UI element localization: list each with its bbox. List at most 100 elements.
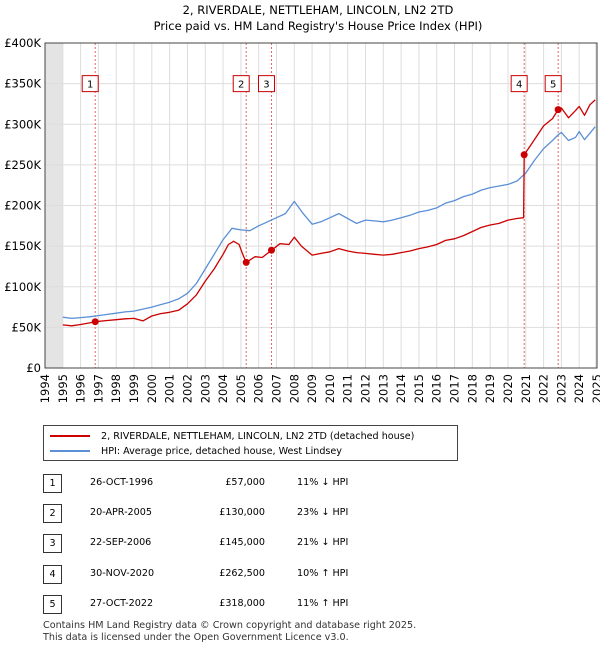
- x-tick-label: 2013: [376, 374, 390, 403]
- sale-label-box: 3: [257, 75, 275, 93]
- x-tick-label: 2002: [180, 374, 194, 403]
- sale-label-text: 5: [550, 80, 556, 91]
- table-row: 2 20-APR-2005 £130,000 23% ↓ HPI: [43, 504, 443, 524]
- sale-date: 26-OCT-1996: [90, 477, 154, 488]
- legend-label-hpi: HPI: Average price, detached house, West…: [101, 445, 342, 457]
- sale-price: £130,000: [219, 507, 265, 518]
- sale-price: £262,500: [219, 568, 265, 579]
- x-tick-label: 2000: [145, 374, 159, 403]
- y-tick-label: £100K: [4, 280, 41, 294]
- sale-label-text: 2: [238, 80, 244, 91]
- footer-attribution: Contains HM Land Registry data © Crown c…: [43, 620, 416, 643]
- x-tick-label: 2012: [359, 374, 373, 403]
- sale-number-badge: 1: [43, 474, 62, 493]
- legend: 2, RIVERDALE, NETTLEHAM, LINCOLN, LN2 2T…: [43, 425, 458, 461]
- x-tick-label: 2018: [465, 374, 479, 403]
- x-tick-label: 1995: [56, 374, 70, 403]
- x-tick-label: 2017: [448, 374, 462, 403]
- sale-label-border: [257, 75, 275, 93]
- sale-label-text: 4: [516, 80, 522, 91]
- x-tick-label: 2007: [269, 374, 283, 403]
- x-tick-label: 2020: [501, 374, 515, 403]
- sale-date: 20-APR-2005: [90, 507, 152, 518]
- sale-hpi-delta: 10% ↑ HPI: [297, 568, 349, 579]
- x-tick-label: 2008: [287, 374, 301, 403]
- y-tick-label: £250K: [4, 158, 41, 172]
- legend-item-hpi: HPI: Average price, detached house, West…: [50, 444, 342, 458]
- sale-label-box: 2: [232, 75, 250, 93]
- x-tick-label: 2014: [394, 374, 408, 403]
- sale-date: 30-NOV-2020: [90, 568, 155, 579]
- x-tick-label: 2010: [323, 374, 337, 403]
- sale-label-border: [81, 75, 99, 93]
- x-tick-label: 2024: [572, 374, 586, 403]
- sale-date: 22-SEP-2006: [90, 537, 152, 548]
- table-row: 4 30-NOV-2020 £262,500 10% ↑ HPI: [43, 565, 443, 585]
- sale-point: [554, 106, 562, 114]
- hpi-series-line: [62, 126, 596, 320]
- sale-label-box: 4: [510, 75, 528, 93]
- sale-point: [242, 258, 250, 266]
- chart-subtitle: Price paid vs. HM Land Registry's House …: [154, 19, 483, 33]
- y-tick-label: £0: [26, 361, 41, 375]
- x-tick-label: 2005: [234, 374, 248, 403]
- sale-label-text: 3: [263, 80, 269, 91]
- x-tick-label: 2011: [341, 374, 355, 403]
- legend-swatch-hpi: [50, 450, 90, 452]
- x-tick-label: 1999: [127, 374, 141, 403]
- sale-point: [267, 246, 275, 254]
- sale-number-badge: 5: [43, 595, 62, 614]
- y-tick-label: £400K: [4, 36, 41, 50]
- x-tick-label: 2009: [305, 374, 319, 403]
- sale-hpi-delta: 11% ↓ HPI: [297, 477, 349, 488]
- y-tick-label: £150K: [4, 239, 41, 253]
- sale-point: [520, 151, 528, 159]
- y-tick-label: £200K: [4, 199, 41, 213]
- x-tick-label: 1994: [38, 374, 52, 403]
- x-tick-label: 1997: [91, 374, 105, 403]
- property-series-line: [62, 99, 596, 327]
- footer-licence: This data is licensed under the Open Gov…: [43, 631, 349, 643]
- x-tick-label: 2001: [163, 374, 177, 403]
- sale-point: [91, 318, 99, 326]
- chart-title: 2, RIVERDALE, NETTLEHAM, LINCOLN, LN2 2T…: [183, 3, 454, 17]
- y-tick-label: £300K: [4, 117, 41, 131]
- sale-hpi-delta: 21% ↓ HPI: [297, 537, 349, 548]
- x-tick-label: 2025: [590, 374, 600, 403]
- footer-copyright: Contains HM Land Registry data © Crown c…: [43, 620, 417, 631]
- x-tick-label: 2016: [430, 374, 444, 403]
- sale-label-border: [544, 75, 562, 93]
- y-tick-label: £350K: [4, 77, 41, 91]
- sale-price: £145,000: [219, 537, 265, 548]
- sale-hpi-delta: 23% ↓ HPI: [297, 507, 349, 518]
- x-tick-label: 2021: [519, 374, 533, 403]
- sale-number-badge: 3: [43, 534, 62, 553]
- sale-price: £57,000: [225, 477, 265, 488]
- sale-number-badge: 4: [43, 565, 62, 584]
- x-tick-label: 2006: [252, 374, 266, 403]
- sale-date: 27-OCT-2022: [90, 598, 154, 609]
- x-tick-label: 1998: [109, 374, 123, 403]
- legend-item-property: 2, RIVERDALE, NETTLEHAM, LINCOLN, LN2 2T…: [50, 429, 414, 443]
- legend-label-property: 2, RIVERDALE, NETTLEHAM, LINCOLN, LN2 2T…: [101, 430, 415, 442]
- sale-label-border: [510, 75, 528, 93]
- plot-frame: [44, 42, 598, 369]
- price-chart: 2, RIVERDALE, NETTLEHAM, LINCOLN, LN2 2T…: [4, 3, 600, 403]
- x-tick-label: 2004: [216, 374, 230, 403]
- y-tick-label: £50K: [12, 320, 42, 334]
- x-tick-label: 2015: [412, 374, 426, 403]
- sale-label-box: 1: [81, 75, 99, 93]
- table-row: 1 26-OCT-1996 £57,000 11% ↓ HPI: [43, 474, 443, 494]
- table-row: 5 27-OCT-2022 £318,000 11% ↑ HPI: [43, 595, 443, 615]
- x-tick-label: 2022: [537, 374, 551, 403]
- x-tick-label: 1996: [74, 374, 88, 403]
- sale-label-text: 1: [87, 80, 93, 91]
- legend-swatch-property: [50, 435, 90, 437]
- sale-hpi-delta: 11% ↑ HPI: [297, 598, 349, 609]
- sale-label-box: 5: [544, 75, 562, 93]
- x-tick-label: 2003: [198, 374, 212, 403]
- sale-label-border: [232, 75, 250, 93]
- x-tick-label: 2019: [483, 374, 497, 403]
- sale-price: £318,000: [219, 598, 265, 609]
- table-row: 3 22-SEP-2006 £145,000 21% ↓ HPI: [43, 534, 443, 554]
